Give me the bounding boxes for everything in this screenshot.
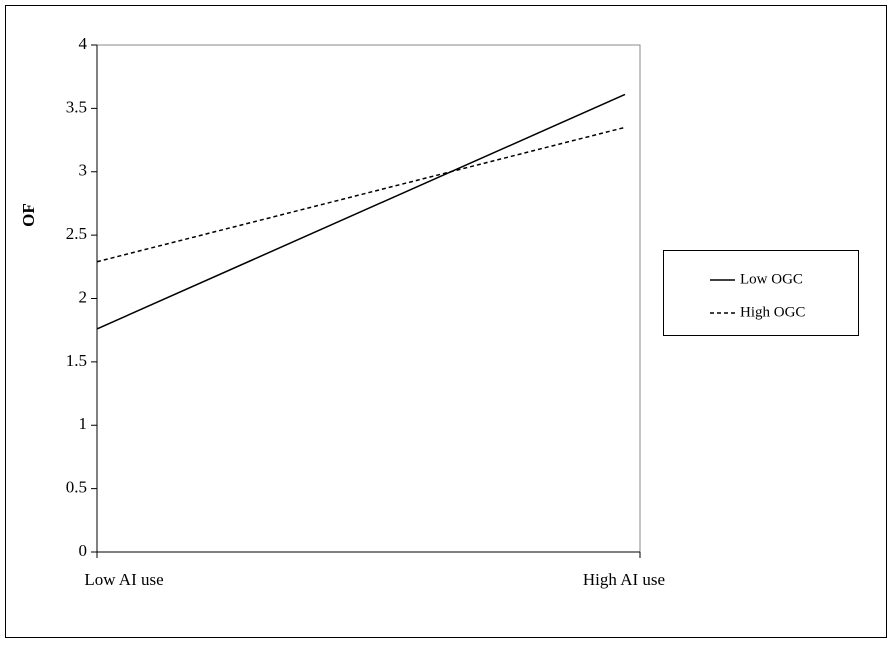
x-tick-label: High AI use xyxy=(583,570,665,589)
y-tick-label: 1 xyxy=(79,414,88,433)
y-tick-label: 2 xyxy=(79,287,88,306)
y-tick-label: 3 xyxy=(79,161,88,180)
x-tick-label: Low AI use xyxy=(84,570,163,589)
y-tick-label: 0 xyxy=(79,541,88,560)
legend-label: High OGC xyxy=(740,304,805,320)
y-tick-label: 3.5 xyxy=(66,97,87,116)
y-tick-label: 0.5 xyxy=(66,478,87,497)
legend xyxy=(663,250,859,336)
legend-label: Low OGC xyxy=(740,271,803,287)
y-tick-label: 4 xyxy=(79,34,88,53)
y-axis-label: OF xyxy=(19,203,38,227)
series-line xyxy=(96,93,626,330)
y-tick-label: 1.5 xyxy=(66,351,87,370)
y-tick-label: 2.5 xyxy=(66,224,87,243)
